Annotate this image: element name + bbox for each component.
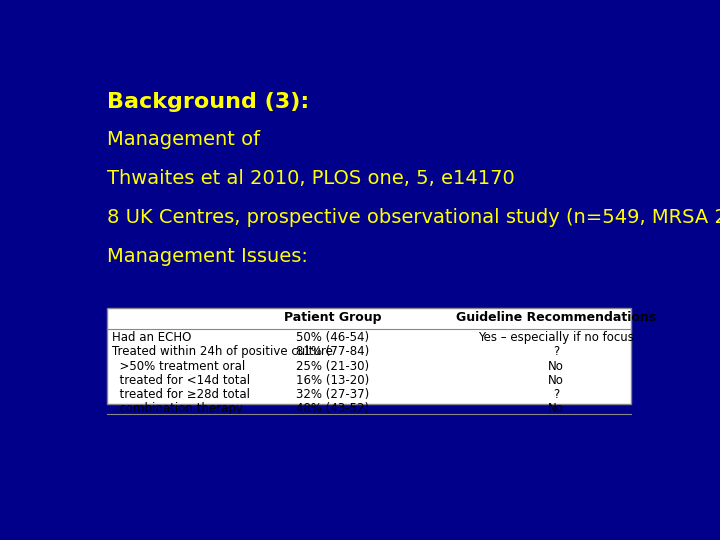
Text: ?: ? [553, 388, 559, 401]
Text: Patient Group: Patient Group [284, 312, 382, 325]
Text: 8 UK Centres, prospective observational study (n=549, MRSA 24%): 8 UK Centres, prospective observational … [107, 208, 720, 227]
Text: >50% treatment oral: >50% treatment oral [112, 360, 246, 373]
Text: combination therapy: combination therapy [112, 402, 243, 415]
Text: treated for ≥28d total: treated for ≥28d total [112, 388, 251, 401]
Text: Had an ECHO: Had an ECHO [112, 332, 192, 345]
Text: Management Issues:: Management Issues: [107, 246, 307, 266]
Text: Guideline Recommendations: Guideline Recommendations [456, 312, 656, 325]
Text: Thwaites et al 2010, PLOS one, 5, e14170: Thwaites et al 2010, PLOS one, 5, e14170 [107, 169, 515, 188]
Text: 25% (21-30): 25% (21-30) [296, 360, 369, 373]
Text: Management of: Management of [107, 131, 266, 150]
Text: 50% (46-54): 50% (46-54) [296, 332, 369, 345]
Text: Background (3):: Background (3): [107, 92, 309, 112]
Text: 81% (77-84): 81% (77-84) [296, 346, 369, 359]
Text: 48% (43-52): 48% (43-52) [296, 402, 369, 415]
Text: No: No [548, 360, 564, 373]
FancyBboxPatch shape [107, 308, 631, 404]
Text: ?: ? [553, 346, 559, 359]
Text: treated for <14d total: treated for <14d total [112, 374, 251, 387]
Text: No: No [548, 374, 564, 387]
Text: Treated within 24h of positive culture: Treated within 24h of positive culture [112, 346, 333, 359]
Text: 16% (13-20): 16% (13-20) [296, 374, 369, 387]
Text: No: No [548, 402, 564, 415]
Text: Yes – especially if no focus: Yes – especially if no focus [478, 332, 634, 345]
Text: 32% (27-37): 32% (27-37) [296, 388, 369, 401]
